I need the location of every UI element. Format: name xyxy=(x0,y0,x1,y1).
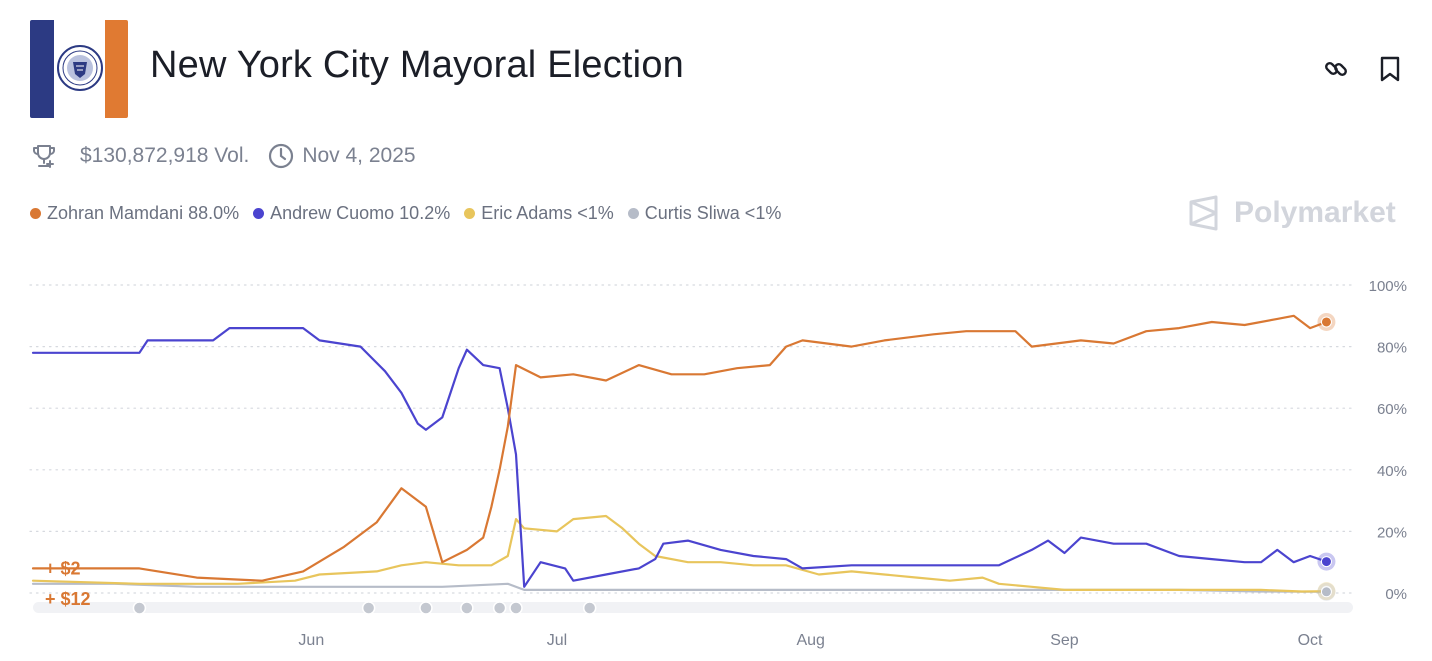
probability-chart[interactable]: 0%20%40%60%80%100%Jun Jul Aug Sep Oct + $2+ … xyxy=(0,260,1432,660)
flag-orange-stripe xyxy=(105,20,128,118)
nyc-flag-logo xyxy=(30,20,128,118)
end-date-text: Nov 4, 2025 xyxy=(302,144,416,167)
legend-dot xyxy=(464,207,476,219)
volume-text: $130,872,918 Vol. xyxy=(80,144,250,167)
trade-annotation: + $2 xyxy=(45,558,81,578)
series-end-dot xyxy=(1320,316,1332,328)
nyc-seal-icon xyxy=(57,45,103,91)
legend-label: Andrew Cuomo 10.2% xyxy=(270,202,451,223)
series-line xyxy=(31,514,1328,593)
legend-dot xyxy=(30,207,41,219)
x-tick-label: Sep xyxy=(1050,632,1079,649)
series-layer xyxy=(31,312,1336,601)
polymarket-brand: Polymarket xyxy=(1186,193,1396,233)
y-tick-label: 20% xyxy=(1377,524,1407,541)
event-marker xyxy=(361,601,376,615)
bookmark-icon[interactable] xyxy=(1376,55,1404,83)
y-tick-label: 100% xyxy=(1369,278,1407,295)
legend-label: Curtis Sliwa <1% xyxy=(644,202,782,223)
event-marker xyxy=(132,601,147,615)
y-tick-label: 0% xyxy=(1385,586,1407,603)
y-tick-label: 80% xyxy=(1377,340,1407,357)
series-end-dot xyxy=(1320,586,1332,598)
flag-blue-stripe xyxy=(30,20,54,118)
event-marker xyxy=(582,601,597,615)
series-end-dot xyxy=(1320,556,1332,568)
legend-item-sliwa[interactable]: Curtis Sliwa <1% xyxy=(627,202,782,224)
x-tick-label: Aug xyxy=(796,632,824,649)
y-tick-label: 60% xyxy=(1377,401,1407,418)
legend-item-mamdani[interactable]: Zohran Mamdani 88.0% xyxy=(30,203,239,224)
market-meta: $130,872,918 Vol. Nov 4, 2025 xyxy=(30,140,416,172)
event-marker xyxy=(419,601,433,615)
event-marker xyxy=(509,601,523,615)
trade-annotation: + $12 xyxy=(45,589,91,609)
page-title: New York City Mayoral Election xyxy=(150,44,684,86)
trophy-icon xyxy=(33,145,55,168)
legend-label: Zohran Mamdani 88.0% xyxy=(47,202,240,223)
chart-legend: Zohran Mamdani 88.0% Andrew Cuomo 10.2% … xyxy=(30,201,795,225)
legend-item-cuomo[interactable]: Andrew Cuomo 10.2% xyxy=(253,203,450,224)
y-tick-label: 40% xyxy=(1377,463,1407,480)
annotation-layer: + $2 + $12 xyxy=(45,558,91,609)
x-tick-label: Oct xyxy=(1298,632,1323,649)
legend-item-adams[interactable]: Eric Adams <1% xyxy=(464,203,614,224)
series-line xyxy=(31,314,1328,582)
event-track-bar xyxy=(33,602,1353,613)
x-tick-label: Jun xyxy=(298,632,324,649)
event-track xyxy=(33,601,1353,615)
legend-dot xyxy=(253,207,265,219)
legend-label: Eric Adams <1% xyxy=(481,202,614,223)
event-marker xyxy=(460,601,474,615)
legend-dot xyxy=(627,207,639,219)
polymarket-logo-icon xyxy=(1189,195,1218,231)
clock-icon xyxy=(269,143,294,169)
series-line xyxy=(31,327,1328,588)
axis-layer: 0% 20% 40% 60% 80% 100% Jun Jul Aug Sep Oct xyxy=(298,278,1407,649)
x-tick-label: Jul xyxy=(547,632,567,649)
link-icon[interactable] xyxy=(1322,55,1350,83)
event-marker xyxy=(492,601,507,615)
brand-name: Polymarket xyxy=(1234,196,1396,229)
